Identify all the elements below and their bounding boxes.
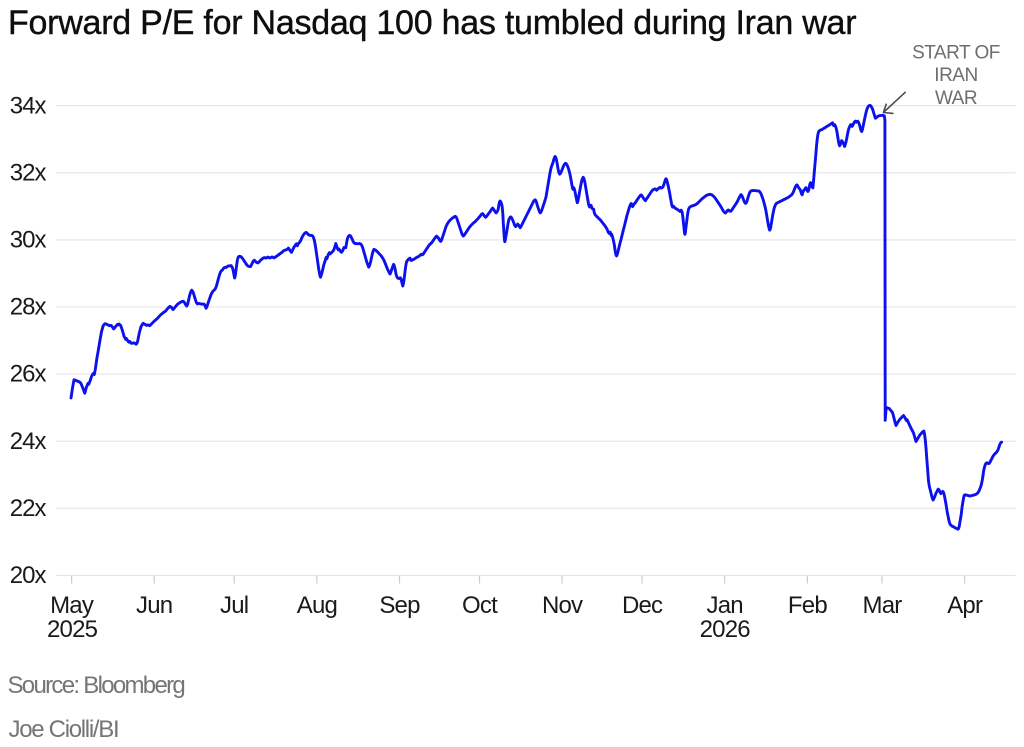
svg-text:2025: 2025 (47, 616, 98, 643)
svg-text:26x: 26x (10, 361, 47, 388)
svg-text:34x: 34x (10, 92, 47, 119)
svg-text:Joe Ciolli/BI: Joe Ciolli/BI (9, 716, 119, 743)
svg-text:WAR: WAR (935, 88, 977, 109)
svg-text:IRAN: IRAN (934, 65, 977, 86)
svg-text:Nov: Nov (542, 592, 583, 619)
svg-text:Jul: Jul (220, 592, 248, 619)
svg-text:Dec: Dec (622, 592, 663, 619)
svg-text:Aug: Aug (297, 592, 337, 619)
svg-text:Jun: Jun (136, 592, 172, 619)
svg-text:2026: 2026 (700, 616, 751, 643)
svg-text:24x: 24x (10, 428, 47, 455)
svg-text:Apr: Apr (947, 592, 983, 619)
svg-text:22x: 22x (10, 495, 47, 522)
svg-text:Jan: Jan (707, 592, 743, 619)
svg-text:Source: Bloomberg: Source: Bloomberg (8, 672, 185, 699)
svg-text:32x: 32x (10, 159, 47, 186)
svg-text:Feb: Feb (788, 592, 827, 619)
svg-text:20x: 20x (10, 562, 47, 589)
svg-text:May: May (50, 592, 94, 619)
svg-text:Oct: Oct (462, 592, 498, 619)
svg-text:START OF: START OF (912, 42, 1000, 63)
svg-text:Mar: Mar (863, 592, 903, 619)
svg-text:28x: 28x (10, 294, 47, 321)
svg-text:30x: 30x (10, 227, 47, 254)
svg-text:Sep: Sep (379, 592, 420, 619)
